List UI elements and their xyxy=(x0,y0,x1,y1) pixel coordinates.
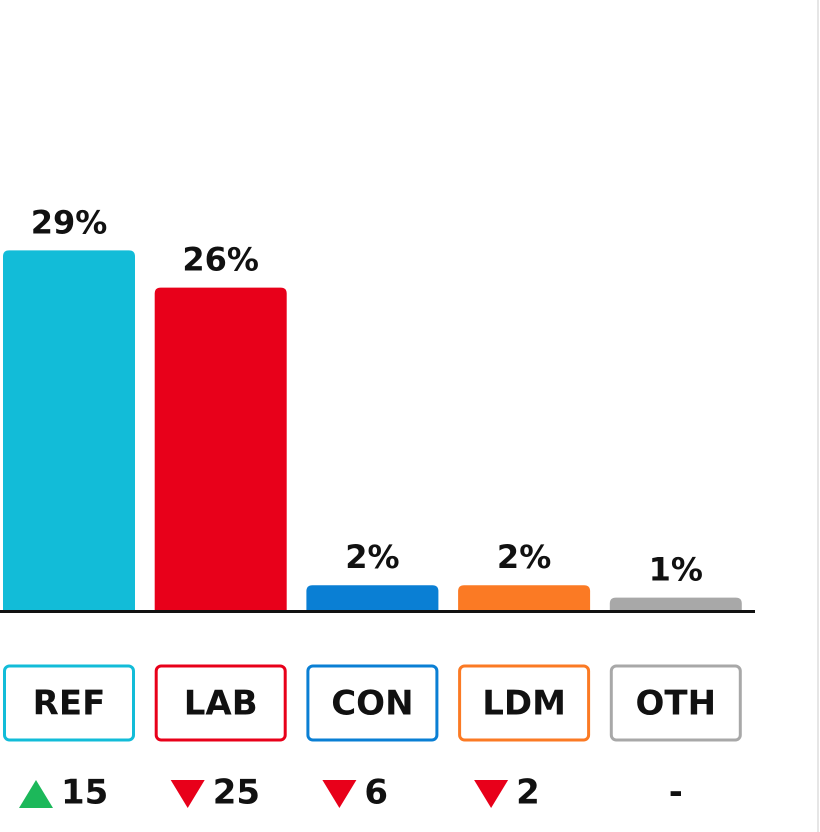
party-box xyxy=(154,664,287,742)
party-label: LDM xyxy=(482,684,566,724)
party-box xyxy=(609,664,742,742)
triangle-down xyxy=(474,780,509,808)
party-label: CON xyxy=(331,684,413,724)
party-label: OTH xyxy=(636,684,717,724)
change-label: - xyxy=(669,773,683,813)
value-label: 29% xyxy=(31,203,108,241)
value-label: 1% xyxy=(649,551,703,589)
change-label: 15 xyxy=(61,773,108,813)
change-label: 6 xyxy=(364,773,388,813)
triangle-up xyxy=(19,780,53,808)
party-box xyxy=(3,664,135,742)
party-box xyxy=(458,664,591,742)
bar xyxy=(609,597,742,610)
value-label: 26% xyxy=(182,241,259,279)
bar xyxy=(306,585,439,610)
change-label: 2 xyxy=(516,773,540,813)
triangle-down xyxy=(170,780,205,808)
value-label: 2% xyxy=(497,538,551,576)
bar xyxy=(154,287,287,610)
change-label: 25 xyxy=(213,773,260,813)
party-label: LAB xyxy=(184,684,258,724)
triangle-down xyxy=(322,780,357,808)
party-label: REF xyxy=(33,684,106,724)
party-box xyxy=(306,664,439,742)
bar xyxy=(458,585,591,610)
value-label: 2% xyxy=(345,538,399,576)
bar xyxy=(3,250,135,610)
